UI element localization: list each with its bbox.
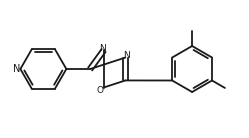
Text: N: N — [99, 44, 106, 53]
Text: O: O — [97, 86, 104, 95]
Text: N: N — [13, 64, 21, 74]
Text: N: N — [123, 51, 130, 60]
